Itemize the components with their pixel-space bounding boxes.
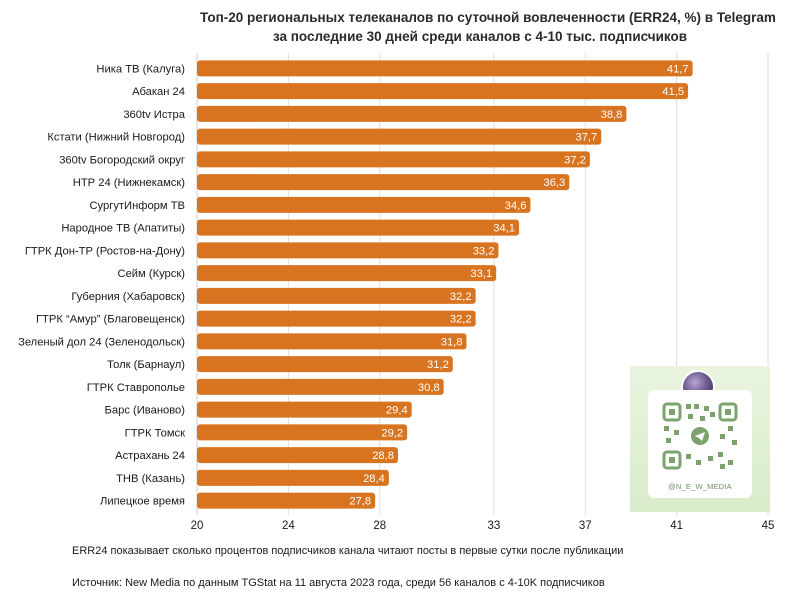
x-axis-ticks: 20 24 28 33 37 41 45 bbox=[191, 520, 775, 532]
bar bbox=[197, 60, 693, 77]
bar bbox=[197, 378, 444, 395]
category-label: 360tv Богородский округ bbox=[59, 154, 185, 166]
bar-chart: 41,7 Ника ТВ (Калуга) 41,5 Абакан 24 38,8 360… bbox=[18, 53, 775, 532]
bar bbox=[197, 401, 412, 418]
bar-value-label: 36,3 bbox=[544, 177, 566, 189]
category-label: Ника ТВ (Калуга) bbox=[96, 63, 185, 75]
category-label: Липецкое время bbox=[100, 496, 185, 508]
x-tick-label: 45 bbox=[762, 520, 775, 532]
category-label: Зеленый дол 24 (Зеленодольск) bbox=[18, 336, 185, 348]
category-label: Абакан 24 bbox=[132, 86, 185, 98]
bar-value-label: 37,7 bbox=[575, 132, 597, 144]
bar bbox=[197, 356, 453, 373]
bar-value-label: 27,8 bbox=[349, 496, 371, 508]
bar bbox=[197, 424, 408, 441]
bar-value-label: 32,2 bbox=[450, 314, 472, 326]
x-tick-label: 41 bbox=[670, 520, 683, 532]
bar-value-label: 31,2 bbox=[427, 359, 449, 371]
x-tick-label: 37 bbox=[579, 520, 592, 532]
category-label: Сейм (Курск) bbox=[118, 268, 186, 280]
bar bbox=[197, 265, 497, 282]
category-label: ТНВ (Казань) bbox=[116, 473, 185, 485]
bar-value-label: 41,7 bbox=[667, 63, 689, 75]
bar-value-label: 33,1 bbox=[470, 268, 492, 280]
category-labels: 41,7 Ника ТВ (Калуга) 41,5 Абакан 24 38,8 360… bbox=[18, 63, 689, 507]
x-tick-label: 33 bbox=[488, 520, 501, 532]
bar bbox=[197, 242, 499, 259]
bar bbox=[197, 469, 389, 486]
bar bbox=[197, 492, 376, 509]
bar-value-label: 32,2 bbox=[450, 291, 472, 303]
bar bbox=[197, 151, 590, 168]
x-tick-label: 28 bbox=[373, 520, 386, 532]
bar bbox=[197, 333, 467, 350]
bar-value-label: 34,1 bbox=[493, 223, 515, 235]
category-label: Толк (Барнаул) bbox=[107, 359, 185, 371]
category-label: Барс (Иваново) bbox=[105, 405, 186, 417]
bar-value-label: 28,4 bbox=[363, 473, 385, 485]
category-label: Астрахань 24 bbox=[115, 450, 185, 462]
bar bbox=[197, 128, 602, 145]
bar bbox=[197, 196, 531, 213]
x-tick-label: 24 bbox=[282, 520, 295, 532]
bar-value-label: 28,8 bbox=[372, 450, 394, 462]
watermark-handle: @N_E_W_MEDIA bbox=[668, 482, 732, 491]
chart-title: Топ-20 региональных телеканалов по суточ… bbox=[200, 10, 776, 25]
bar bbox=[197, 83, 689, 100]
bar-value-label: 29,4 bbox=[386, 405, 408, 417]
bar-value-label: 31,8 bbox=[441, 336, 463, 348]
qr-code: @N_E_W_MEDIA bbox=[648, 390, 752, 498]
category-label: Губерния (Хабаровск) bbox=[71, 291, 185, 303]
bar-value-label: 37,2 bbox=[564, 154, 586, 166]
bar-value-label: 34,6 bbox=[505, 200, 527, 212]
category-label: НТР 24 (Нижнекамск) bbox=[73, 177, 186, 189]
qr-code-icon bbox=[662, 402, 738, 470]
bar bbox=[197, 174, 570, 191]
x-tick-label: 20 bbox=[191, 520, 204, 532]
bar-value-label: 29,2 bbox=[381, 427, 403, 439]
category-label: СургутИнформ ТВ bbox=[89, 200, 185, 212]
category-label: ГТРК Томск bbox=[125, 427, 185, 439]
bar-value-label: 38,8 bbox=[601, 109, 623, 121]
bar-value-label: 41,5 bbox=[662, 86, 684, 98]
bar-value-label: 30,8 bbox=[418, 382, 440, 394]
category-label: Кстати (Нижний Новгород) bbox=[47, 132, 185, 144]
qr-code-watermark: @N_E_W_MEDIA bbox=[630, 366, 770, 512]
category-label: ГТРК Дон-ТР (Ростов-на-Дону) bbox=[25, 245, 185, 257]
source-note: Источник: New Media по данным TGStat на … bbox=[72, 577, 605, 589]
chart-subtitle: за последние 30 дней среди каналов с 4-1… bbox=[272, 29, 688, 44]
bar bbox=[197, 105, 627, 122]
bar bbox=[197, 219, 520, 236]
category-label: ГТРК “Амур” (Благовещенск) bbox=[36, 314, 185, 326]
bar bbox=[197, 310, 476, 327]
category-label: ГТРК Ставрополье bbox=[87, 382, 185, 394]
bar-value-label: 33,2 bbox=[473, 245, 495, 257]
category-label: 360tv Истра bbox=[123, 109, 185, 121]
bar bbox=[197, 447, 398, 464]
category-label: Народное ТВ (Апатиты) bbox=[61, 223, 185, 235]
footnote: ERR24 показывает сколько процентов подпи… bbox=[72, 545, 624, 557]
bar bbox=[197, 287, 476, 304]
bars bbox=[197, 60, 693, 509]
